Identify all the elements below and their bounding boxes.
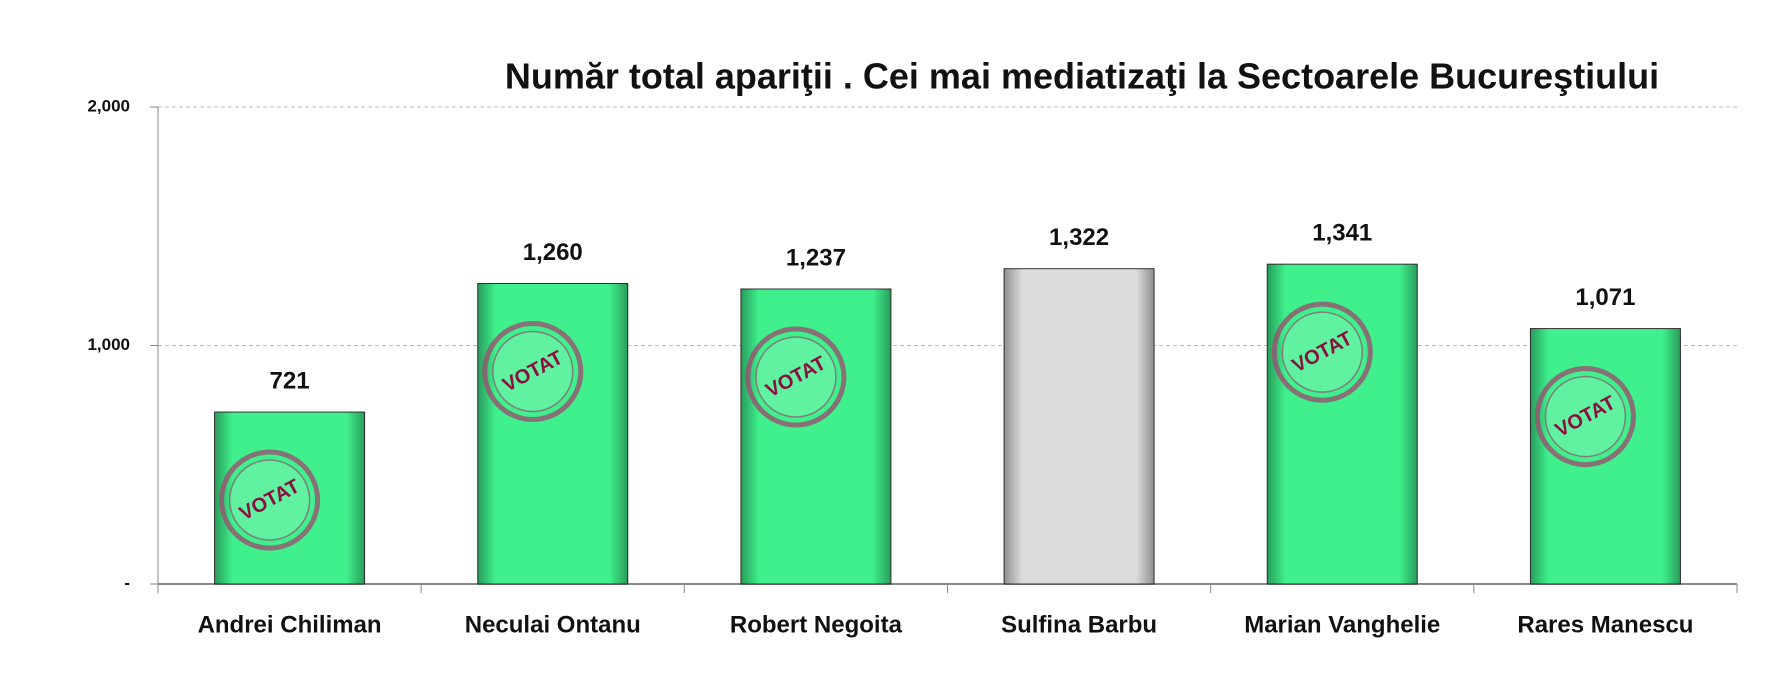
y-tick-label: 2,000 bbox=[87, 96, 130, 115]
value-label: 1,322 bbox=[1049, 224, 1109, 251]
value-label: 721 bbox=[270, 367, 310, 394]
stamp-ring bbox=[745, 326, 847, 428]
votat-stamp: VOTAT bbox=[219, 449, 321, 551]
bar-shade bbox=[214, 412, 365, 584]
x-tick-label: Marian Vanghelie bbox=[1244, 611, 1440, 638]
chart-title: Număr total apariţii . Cei mai mediatiza… bbox=[505, 56, 1659, 97]
votat-stamp: VOTAT bbox=[1534, 366, 1636, 468]
stamp-inner bbox=[755, 336, 837, 418]
stamp-inner bbox=[1544, 375, 1627, 458]
stamp-inner bbox=[1281, 311, 1363, 393]
y-tick-label: 1,000 bbox=[87, 335, 130, 354]
bar-shade bbox=[1004, 268, 1155, 584]
value-label: 1,071 bbox=[1575, 284, 1635, 311]
x-tick-label: Andrei Chiliman bbox=[198, 611, 382, 638]
stamp-ring bbox=[482, 320, 584, 422]
value-label: 1,260 bbox=[523, 239, 583, 266]
votat-stamp: VOTAT bbox=[745, 326, 847, 428]
x-tick-label: Robert Negoita bbox=[730, 611, 903, 638]
x-tick-label: Sulfina Barbu bbox=[1001, 611, 1157, 638]
x-tick-label: Rares Manescu bbox=[1517, 611, 1693, 638]
y-tick-label: - bbox=[124, 573, 130, 592]
votat-stamp: VOTAT bbox=[1271, 301, 1373, 403]
value-label: 1,237 bbox=[786, 244, 846, 271]
stamp-ring bbox=[1534, 366, 1636, 468]
value-label: 1,341 bbox=[1312, 220, 1372, 247]
stamp-inner bbox=[492, 330, 574, 413]
x-tick-label: Neculai Ontanu bbox=[465, 611, 641, 638]
stamp-inner bbox=[228, 459, 311, 541]
bar-shade bbox=[1267, 264, 1418, 584]
stamp-ring bbox=[219, 449, 321, 551]
bar-shade bbox=[1530, 328, 1681, 584]
stamp-ring bbox=[1271, 301, 1373, 403]
votat-stamp: VOTAT bbox=[482, 320, 584, 422]
